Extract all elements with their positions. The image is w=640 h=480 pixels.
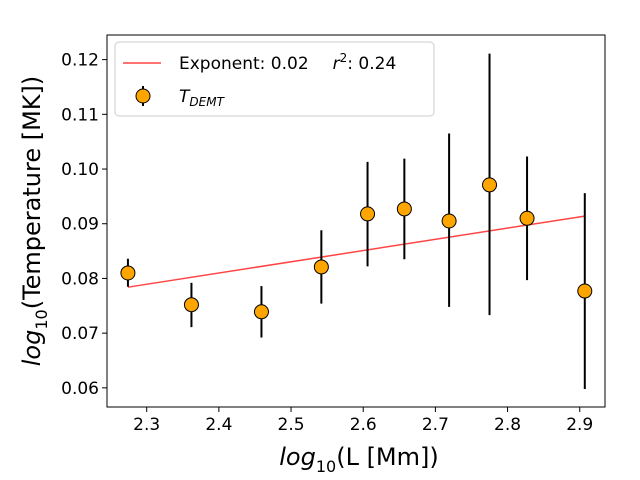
x-tick-label: 2.7 <box>422 415 449 435</box>
data-point <box>360 206 376 222</box>
x-tick-label: 2.9 <box>566 415 593 435</box>
x-axis-label-rest: (L [Mm]) <box>336 443 439 471</box>
legend-r2-math: r <box>333 54 341 74</box>
data-point <box>253 304 269 320</box>
data-point <box>482 177 498 193</box>
y-axis-label-math: log <box>18 330 46 367</box>
y-axis: 0.06 0.07 0.08 0.09 0.10 0.11 0.12 <box>61 51 107 399</box>
x-axis-label-math: log <box>279 443 316 471</box>
x-axis-label: log10(L [Mm]) <box>279 443 439 476</box>
x-axis-label-sub: 10 <box>316 457 336 476</box>
legend-tdemt-math: T <box>179 87 191 107</box>
data-point <box>441 213 457 229</box>
y-tick-label: 0.09 <box>61 215 99 235</box>
legend: Exponent: 0.02 r2: 0.24 TDEMT <box>114 41 435 117</box>
x-tick-label: 2.5 <box>278 415 305 435</box>
data-point <box>313 259 329 275</box>
y-axis-label-sub: 10 <box>32 309 51 329</box>
legend-r2-rest: : 0.24 <box>347 54 396 74</box>
data-point <box>577 283 593 299</box>
legend-fit-label: Exponent: 0.02 r2: 0.24 <box>179 51 396 74</box>
y-tick-label: 0.12 <box>61 51 99 71</box>
legend-tdemt-sub: DEMT <box>189 95 225 109</box>
marker-layer <box>120 177 593 320</box>
fit-line <box>127 215 585 288</box>
x-tick-label: 2.6 <box>350 415 377 435</box>
x-axis: 2.3 2.4 2.5 2.6 2.7 2.8 2.9 <box>133 407 593 435</box>
data-point <box>396 201 412 217</box>
y-axis-label-rest: (Temperature [MK]) <box>18 76 46 310</box>
data-point <box>183 297 199 313</box>
y-tick-label: 0.08 <box>61 269 99 289</box>
legend-tdemt-label: TDEMT <box>179 87 226 109</box>
legend-marker-swatch <box>135 88 151 104</box>
legend-r2-sup: 2 <box>340 51 348 65</box>
fit-layer <box>127 215 585 288</box>
y-axis-label: log10(Temperature [MK]) <box>18 76 51 367</box>
data-point <box>519 210 535 226</box>
legend-box <box>114 41 435 117</box>
y-tick-label: 0.06 <box>61 379 99 399</box>
plot-frame <box>106 34 606 408</box>
x-tick-label: 2.4 <box>205 415 232 435</box>
y-tick-label: 0.10 <box>61 160 99 180</box>
y-tick-label: 0.11 <box>61 105 99 125</box>
legend-exponent-text: Exponent: 0.02 <box>179 54 309 74</box>
x-tick-label: 2.3 <box>133 415 160 435</box>
y-tick-label: 0.07 <box>61 324 99 344</box>
data-point <box>120 265 136 281</box>
x-tick-label: 2.8 <box>494 415 521 435</box>
